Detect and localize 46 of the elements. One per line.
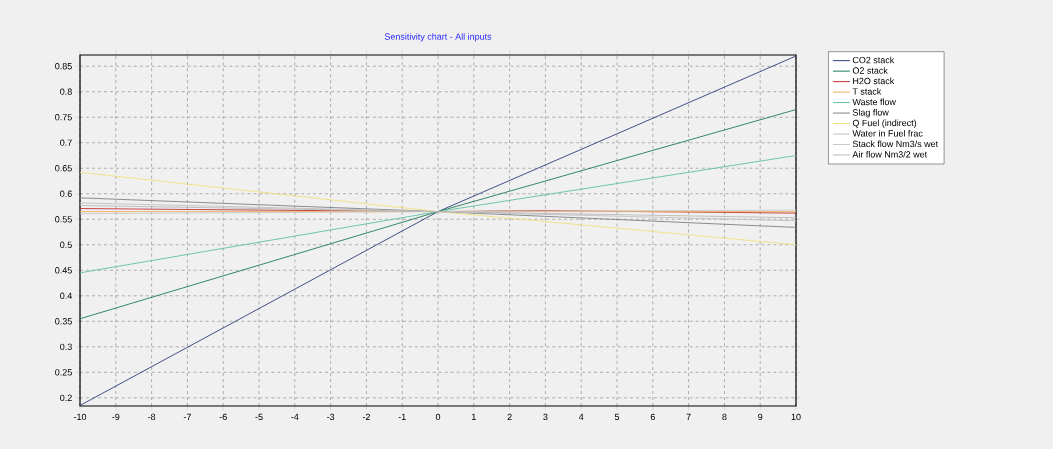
y-tick-label: 0.5 [60,241,72,248]
x-tick-label: 6 [650,413,655,421]
y-tick-label: 0.65 [55,165,72,172]
y-tick-label: 0.2 [60,394,72,401]
y-tick-label: 0.6 [60,190,72,197]
y-tick-label: 0.35 [55,318,72,325]
x-tick-label: -5 [255,413,263,421]
y-tick-label: 0.7 [60,139,72,146]
x-tick-label: -10 [73,413,87,421]
x-tick-label: 9 [758,413,763,421]
x-tick-label: 0 [435,413,441,421]
y-tick-label: 0.8 [60,88,72,95]
x-tick-label: 2 [507,413,512,421]
legend-label: Waste flow [852,98,896,106]
x-tick-label: 4 [578,413,584,420]
legend-label: T stack [852,88,882,95]
y-tick-label: 0.3 [60,343,72,350]
legend-label: Water in Fuel frac [852,130,923,137]
legend-label: Air flow Nm3/2 wet [852,150,928,158]
y-tick-label: 0.85 [55,63,72,70]
legend-label: Stack flow Nm3/s wet [852,140,939,148]
y-tick-label: 0.45 [55,267,72,274]
legend-label: H2O stack [853,77,895,85]
y-tick-label: 0.55 [55,216,72,223]
x-tick-label: -6 [219,413,227,421]
y-tick-label: 0.25 [55,369,72,376]
x-tick-label: 7 [686,413,691,420]
x-tick-label: -1 [398,413,406,420]
x-tick-label: -3 [327,413,335,421]
x-tick-label: 1 [472,413,476,420]
x-tick-label: 8 [722,413,727,421]
x-tick-label: 10 [791,413,801,421]
x-tick-label: -9 [112,413,120,421]
x-tick-label: -7 [183,413,191,420]
x-tick-label: -4 [291,413,299,420]
legend-label: Q Fuel (indirect) [852,119,917,128]
x-tick-label: 5 [614,413,620,421]
y-tick-label: 0.4 [60,292,72,299]
legend-label: O2 stack [852,67,888,74]
y-tick-label: 0.75 [55,114,72,121]
chart-title: Sensitivity chart - All inputs [384,33,492,42]
legend-label: CO2 stack [852,56,895,64]
x-tick-label: 3 [543,413,548,421]
legend-label: Slag flow [852,109,889,118]
x-tick-label: -8 [148,413,156,421]
x-tick-label: -2 [362,413,370,421]
